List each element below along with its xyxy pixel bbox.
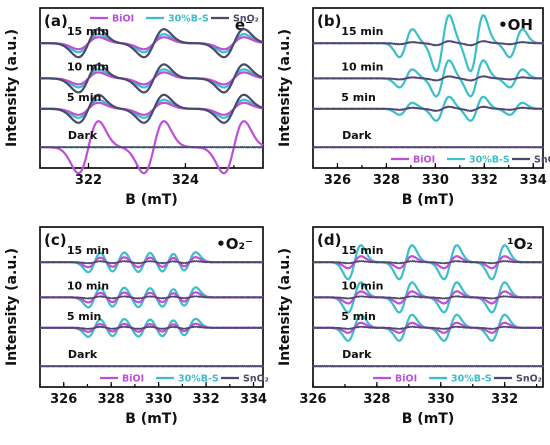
trace-sno xyxy=(312,146,544,149)
y-axis-label: Intensity (a.u.) xyxy=(277,29,293,147)
legend-entry: 30%B-S xyxy=(469,155,510,166)
panel-d: 326 328 330 332 B (mT) Intensity (a.u.) (d) ¹O₂… xyxy=(277,226,544,427)
plot-frame xyxy=(312,226,544,388)
trace-bioi xyxy=(39,120,264,175)
trace-sno xyxy=(39,63,264,94)
legend-entry: BiOI xyxy=(413,155,435,166)
trace-sno xyxy=(39,295,264,300)
panel-letter: (d) xyxy=(317,231,341,249)
trace-label: 15 min xyxy=(67,244,109,257)
plot-frame xyxy=(39,7,264,169)
y-axis-label: Intensity (a.u.) xyxy=(277,248,293,366)
plot-frame xyxy=(39,226,264,388)
trace-label: 10 min xyxy=(341,60,383,73)
species-label: •OH xyxy=(498,16,533,34)
trace-label: 5 min xyxy=(341,310,376,323)
trace-sno xyxy=(39,325,264,330)
x-tick-label: 330 xyxy=(422,173,449,188)
trace-sno xyxy=(39,260,264,265)
trace-sno xyxy=(312,105,544,112)
x-tick-label: 334 xyxy=(520,173,547,188)
legend-entry: SnO₂ xyxy=(516,374,542,385)
trace-label: 15 min xyxy=(341,25,383,38)
legend-entry: 30%B-S xyxy=(168,14,209,25)
trace-bioi xyxy=(39,101,264,116)
x-axis-label: B (mT) xyxy=(125,192,177,208)
trace-sno xyxy=(312,260,544,265)
x-tick-label: 332 xyxy=(471,173,498,188)
x-tick-label: 332 xyxy=(491,392,518,407)
x-tick-label: 334 xyxy=(240,392,267,407)
trace-sno xyxy=(312,295,544,300)
trace-sno xyxy=(39,365,264,368)
x-tick-label: 324 xyxy=(172,173,199,188)
trace-label: Dark xyxy=(68,129,98,142)
trace-label: 15 min xyxy=(67,25,109,38)
panel-letter: (a) xyxy=(44,12,68,30)
trace-label: 5 min xyxy=(67,91,102,104)
legend-entry: SnO₂ xyxy=(233,14,259,25)
legend-entry: BiOI xyxy=(395,374,417,385)
legend-entry: BiOI xyxy=(122,374,144,385)
trace-label: 10 min xyxy=(67,279,109,292)
trace-label: Dark xyxy=(342,129,372,142)
species-label: ¹O₂ xyxy=(507,235,533,253)
panel-b: 326 328 330 332 334 B (mT) Intensity (a.u.) (b)… xyxy=(277,7,550,208)
trace-sno xyxy=(312,75,544,82)
x-axis-label: B (mT) xyxy=(402,192,454,208)
trace-sno xyxy=(39,28,264,59)
x-tick-label: 330 xyxy=(427,392,454,407)
y-axis-label: Intensity (a.u.) xyxy=(4,29,20,147)
x-tick-label: 326 xyxy=(324,173,351,188)
legend-entry: SnO₂ xyxy=(534,155,550,166)
trace-bioi xyxy=(39,36,264,51)
species-label: •O₂⁻ xyxy=(216,235,253,253)
panel-c: 326 328 330 332 334 B (mT) Intensity (a.u.) (c)… xyxy=(4,226,269,427)
trace-sno xyxy=(312,365,544,368)
trace-bioi xyxy=(39,71,264,86)
panel-letter: (b) xyxy=(317,12,341,30)
trace-sno xyxy=(312,40,544,47)
x-tick-label: 332 xyxy=(192,392,219,407)
trace-sno xyxy=(312,325,544,330)
species-label: e⁻ xyxy=(235,16,253,34)
legend-entry: 30%B-S xyxy=(178,374,219,385)
legend-entry: 30%B-S xyxy=(451,374,492,385)
legend-entry: BiOI xyxy=(112,14,134,25)
trace-label: 15 min xyxy=(341,244,383,257)
x-tick-label: 328 xyxy=(98,392,125,407)
trace-sno xyxy=(39,93,264,124)
trace-label: 10 min xyxy=(341,279,383,292)
x-axis-label: B (mT) xyxy=(402,411,454,427)
x-axis-label: B (mT) xyxy=(125,411,177,427)
trace-label: 5 min xyxy=(341,91,376,104)
panel-letter: (c) xyxy=(44,231,67,249)
x-tick-label: 330 xyxy=(145,392,172,407)
y-axis-label: Intensity (a.u.) xyxy=(4,248,20,366)
trace-sno xyxy=(39,146,264,149)
trace-label: Dark xyxy=(68,348,98,361)
panel-a: 322 324 B (mT) Intensity (a.u.) (a) e⁻ 15 min 1… xyxy=(4,7,264,208)
trace-label: 10 min xyxy=(67,60,109,73)
trace-label: 5 min xyxy=(67,310,102,323)
x-tick-label: 326 xyxy=(50,392,77,407)
trace-label: Dark xyxy=(342,348,372,361)
x-tick-label: 328 xyxy=(373,173,400,188)
x-tick-label: 322 xyxy=(75,173,102,188)
plot-frame xyxy=(312,7,544,169)
x-tick-label: 328 xyxy=(363,392,390,407)
x-tick-label: 326 xyxy=(299,392,326,407)
legend-entry: SnO₂ xyxy=(243,374,269,385)
